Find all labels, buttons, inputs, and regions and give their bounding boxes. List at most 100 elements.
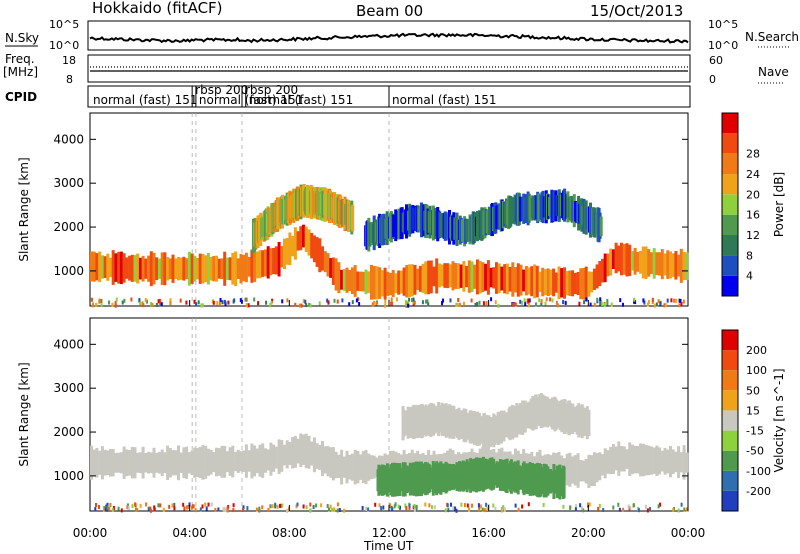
echo-cell (428, 503, 431, 508)
echo-cell (300, 303, 303, 308)
echo-cell (455, 508, 458, 513)
echo-cell (386, 271, 390, 296)
echo-cell (281, 503, 284, 508)
echo-cell (543, 269, 547, 296)
echo-cell (216, 301, 219, 306)
echo-cell (348, 302, 351, 307)
echo-cell (454, 506, 457, 511)
echo-cell (365, 507, 368, 511)
echo-cell (95, 253, 99, 281)
echo-cell (169, 298, 172, 303)
echo-cell (625, 243, 629, 277)
echo-cell (598, 261, 602, 287)
echo-cell (281, 299, 284, 304)
echo-cell (333, 507, 336, 512)
echo-cell (441, 301, 443, 306)
echo-cell (580, 506, 583, 511)
echo-cell (424, 502, 427, 507)
echo-cell (158, 451, 161, 474)
echo-cell (530, 266, 534, 297)
echo-cell (190, 253, 194, 284)
echo-cell (173, 506, 176, 511)
echo-cell (560, 268, 564, 298)
echo-cell (427, 260, 431, 295)
echo-cell (144, 298, 147, 303)
freq-panel (87, 54, 691, 83)
echo-cell (463, 301, 465, 306)
echo-cell (144, 453, 148, 473)
echo-cell (136, 253, 140, 284)
echo-cell (130, 297, 133, 302)
echo-cell (353, 265, 357, 297)
echo-cell (138, 452, 142, 474)
echo-cell (628, 244, 632, 276)
echo-cell (632, 503, 635, 508)
echo-cell (565, 270, 569, 296)
y-tick-label: 4000 (53, 132, 84, 146)
y-tick-label: 1000 (53, 264, 84, 278)
nsky-label: N.Sky (5, 31, 39, 45)
echo-cell (234, 251, 238, 286)
echo-cell (245, 303, 248, 308)
echo-cell (471, 503, 473, 508)
colorbar-tick-label: -15 (746, 425, 764, 438)
echo-cell (666, 298, 669, 303)
colorbar-tick-label: 12 (746, 229, 760, 242)
x-tick-label: 04:00 (172, 526, 207, 540)
echo-cell (565, 453, 569, 486)
echo-cell (345, 450, 349, 484)
echo-cell (309, 508, 312, 513)
colorbar-tick-label: 8 (746, 249, 753, 262)
echo-cell (410, 264, 414, 297)
echo-cell (277, 439, 281, 475)
echo-cell (155, 257, 159, 281)
colorbar-tick-label: 16 (746, 209, 760, 222)
echo-cell (364, 450, 368, 485)
echo-cell (399, 505, 401, 510)
echo-cell (473, 264, 477, 289)
echo-cell (217, 448, 221, 476)
echo-cell (227, 300, 230, 305)
echo-cell (587, 502, 589, 507)
echo-cell (108, 506, 111, 511)
echo-cell (340, 269, 344, 290)
echo-cell (173, 502, 176, 507)
echo-cell (644, 246, 648, 279)
echo-cell (358, 302, 361, 306)
echo-cell (601, 258, 604, 283)
echo-cell (666, 250, 670, 279)
echo-cell (663, 303, 666, 308)
echo-cell (535, 302, 537, 307)
echo-cell (658, 252, 662, 276)
echo-cell (395, 297, 398, 302)
echo-cell (675, 298, 678, 303)
echo-cell (516, 263, 520, 297)
echo-cell (374, 502, 377, 507)
echo-cell (315, 443, 319, 469)
echo-cell (372, 455, 376, 479)
echo-cell (114, 452, 118, 473)
echo-cell (555, 300, 558, 305)
colorbar-cell (722, 370, 738, 391)
echo-cell (585, 297, 588, 302)
echo-cell (636, 445, 640, 474)
echo-cell (457, 298, 460, 302)
echo-cell (125, 449, 129, 477)
echo-cell (168, 504, 171, 509)
echo-cell (220, 258, 224, 279)
echo-cell (582, 268, 585, 300)
colorbar-tick-label: 100 (746, 364, 767, 377)
echo-cell (562, 300, 565, 305)
echo-cell (485, 502, 488, 507)
echo-cell (639, 443, 643, 477)
echo-cell (549, 455, 553, 482)
echo-cell (404, 503, 407, 508)
echo-cell (153, 507, 156, 512)
colorbar-tick-label: 20 (746, 188, 760, 201)
power-panel: 1000 2000 3000 4000 Slant Range [km] (17, 112, 689, 308)
echo-cell (563, 267, 566, 299)
echo-cell (598, 452, 602, 481)
echo-cell (633, 297, 636, 302)
echo-cell (519, 299, 522, 304)
